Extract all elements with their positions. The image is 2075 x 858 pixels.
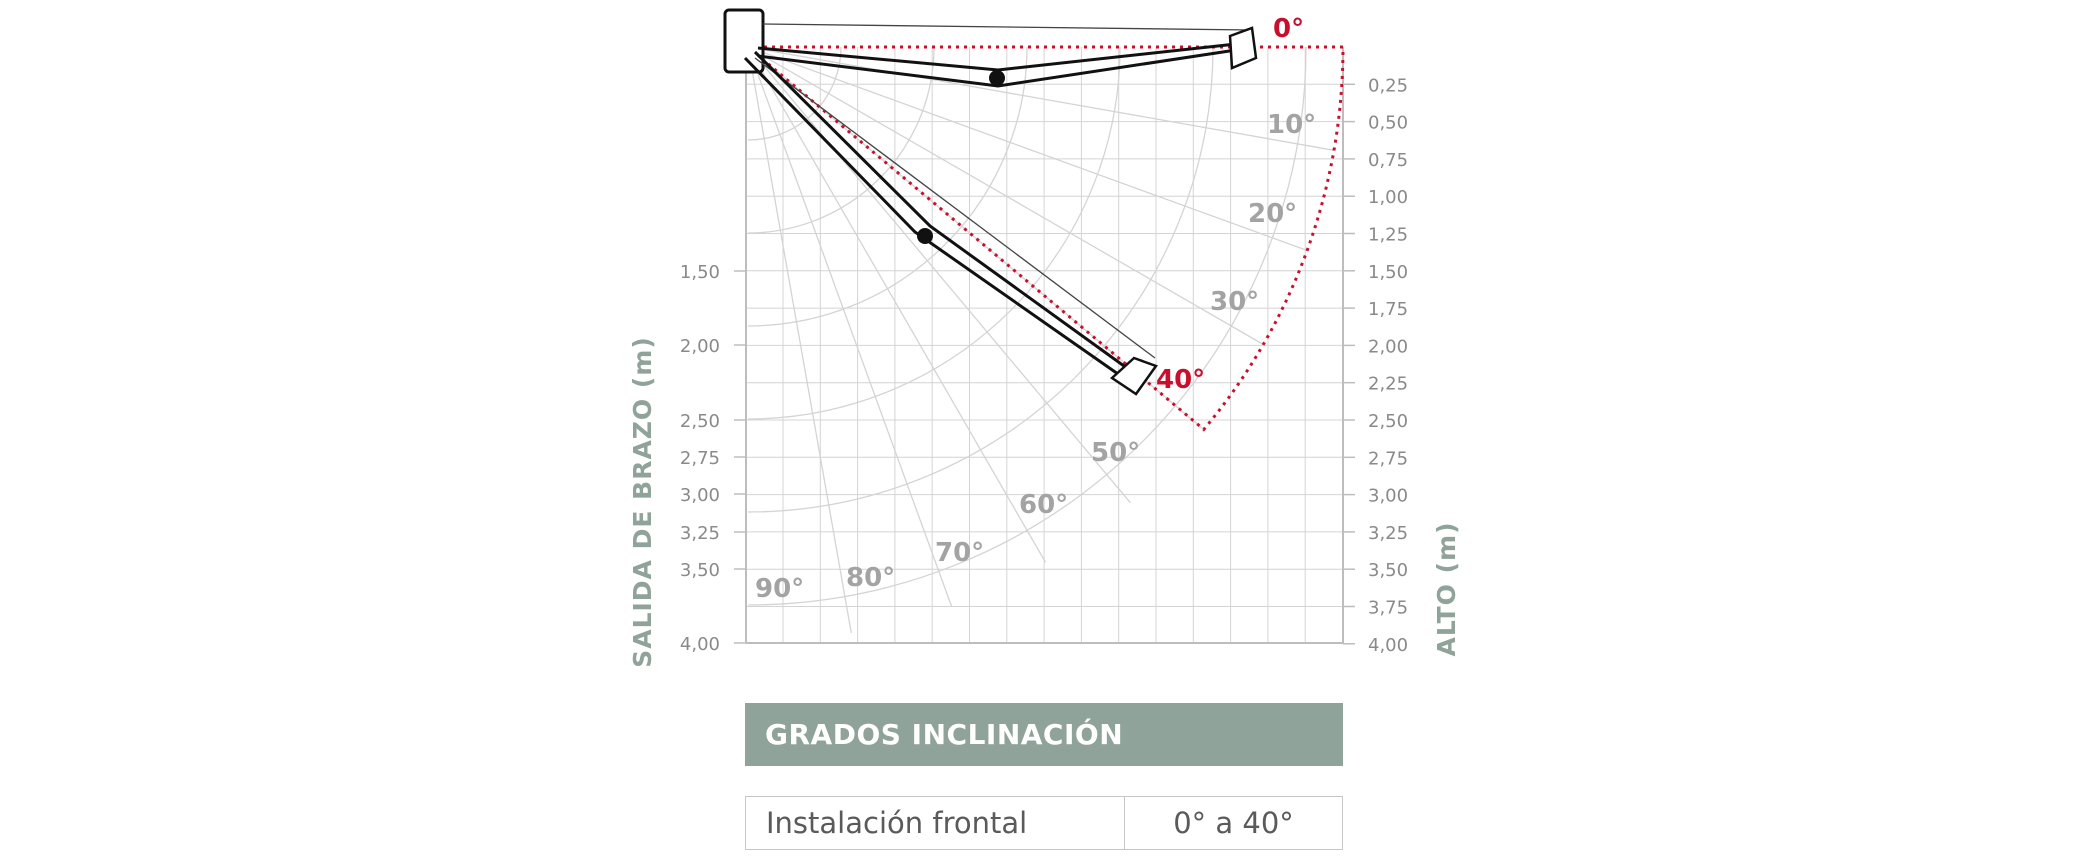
left-tick-label: 3,00 <box>680 485 720 506</box>
left-tick-label: 2,00 <box>680 336 720 357</box>
grados-inclinacion-table: Instalación frontal 0° a 40° <box>745 796 1343 850</box>
grados-inclinacion-header: GRADOS INCLINACIÓN <box>745 703 1343 766</box>
angle-label-30: 30° <box>1210 287 1259 317</box>
installation-type-cell: Instalación frontal <box>746 797 1125 849</box>
axis-ticks <box>734 83 1355 645</box>
diagram-grid <box>746 47 1343 643</box>
right-axis-title: ALTO (m) <box>1432 521 1461 656</box>
diagram-labels: 1,50 2,00 2,50 2,75 3,00 3,25 3,50 4,00 … <box>628 14 1461 668</box>
left-tick-label: 3,50 <box>680 560 720 581</box>
arm-0-deg <box>757 42 1237 88</box>
angle-label-70: 70° <box>935 538 984 568</box>
angle-label-90: 90° <box>755 574 804 604</box>
distance-arc <box>747 46 935 234</box>
angle-ray <box>747 46 852 634</box>
right-tick-label: 0,75 <box>1368 150 1408 171</box>
angle-range-cell: 0° a 40° <box>1173 806 1294 840</box>
right-tick-label: 1,25 <box>1368 225 1408 246</box>
front-bar-40-deg <box>1109 356 1158 396</box>
wall-bracket <box>723 8 765 74</box>
right-tick-label: 2,25 <box>1368 374 1408 395</box>
angle-label-50: 50° <box>1091 438 1140 468</box>
distance-arc <box>747 46 1307 606</box>
left-axis-title: SALIDA DE BRAZO (m) <box>628 336 657 668</box>
angle-label-60: 60° <box>1019 490 1068 520</box>
awning-canvas-line-40 <box>754 57 1156 359</box>
angle-ray <box>747 46 1047 563</box>
awning-canvas-line <box>762 23 1253 31</box>
left-tick-label: 3,25 <box>680 523 720 544</box>
angle-ray <box>747 46 1335 151</box>
angle-ray <box>747 46 1308 252</box>
right-tick-label: 3,75 <box>1368 598 1408 619</box>
right-tick-label: 4,00 <box>1368 635 1408 656</box>
front-bar-0-deg <box>1228 26 1258 70</box>
arm-40-deg <box>743 50 1125 376</box>
angle-ray <box>747 46 953 607</box>
right-tick-label: 2,00 <box>1368 336 1408 357</box>
right-tick-label: 0,25 <box>1368 75 1408 96</box>
right-tick-label: 0,50 <box>1368 113 1408 134</box>
angle-label-40: 40° <box>1156 365 1205 395</box>
left-tick-label: 2,75 <box>680 448 720 469</box>
right-tick-label: 3,00 <box>1368 486 1408 507</box>
right-tick-label: 2,75 <box>1368 448 1408 469</box>
left-tick-label: 1,50 <box>680 262 720 283</box>
distance-arc <box>747 46 1121 420</box>
angle-ray <box>747 46 1264 346</box>
right-tick-label: 1,75 <box>1368 299 1408 320</box>
angle-label-80: 80° <box>846 563 895 593</box>
left-tick-label: 2,50 <box>680 411 720 432</box>
right-tick-label: 1,00 <box>1368 187 1408 208</box>
arm-elbow-joint <box>989 70 1005 86</box>
angle-ray <box>747 46 1131 504</box>
arm-elbow-joint-40 <box>917 228 933 244</box>
inclination-range-outline <box>747 45 1345 432</box>
right-tick-label: 2,50 <box>1368 411 1408 432</box>
right-tick-label: 3,50 <box>1368 560 1408 581</box>
grados-inclinacion-title: GRADOS INCLINACIÓN <box>765 718 1124 751</box>
left-tick-label: 4,00 <box>680 634 720 655</box>
angle-arcs <box>747 46 1307 606</box>
right-tick-label: 1,50 <box>1368 262 1408 283</box>
angle-label-20: 20° <box>1248 199 1297 229</box>
awning-arms <box>723 8 1258 396</box>
angle-label-0: 0° <box>1273 14 1304 44</box>
angle-label-10: 10° <box>1267 110 1316 140</box>
right-tick-label: 3,25 <box>1368 523 1408 544</box>
angle-rays <box>747 46 1335 634</box>
inclination-range-dotted <box>747 45 1345 432</box>
distance-arc <box>747 46 1028 327</box>
distance-arc <box>747 46 1214 513</box>
inclination-diagram: 1,50 2,00 2,50 2,75 3,00 3,25 3,50 4,00 … <box>628 8 1461 668</box>
